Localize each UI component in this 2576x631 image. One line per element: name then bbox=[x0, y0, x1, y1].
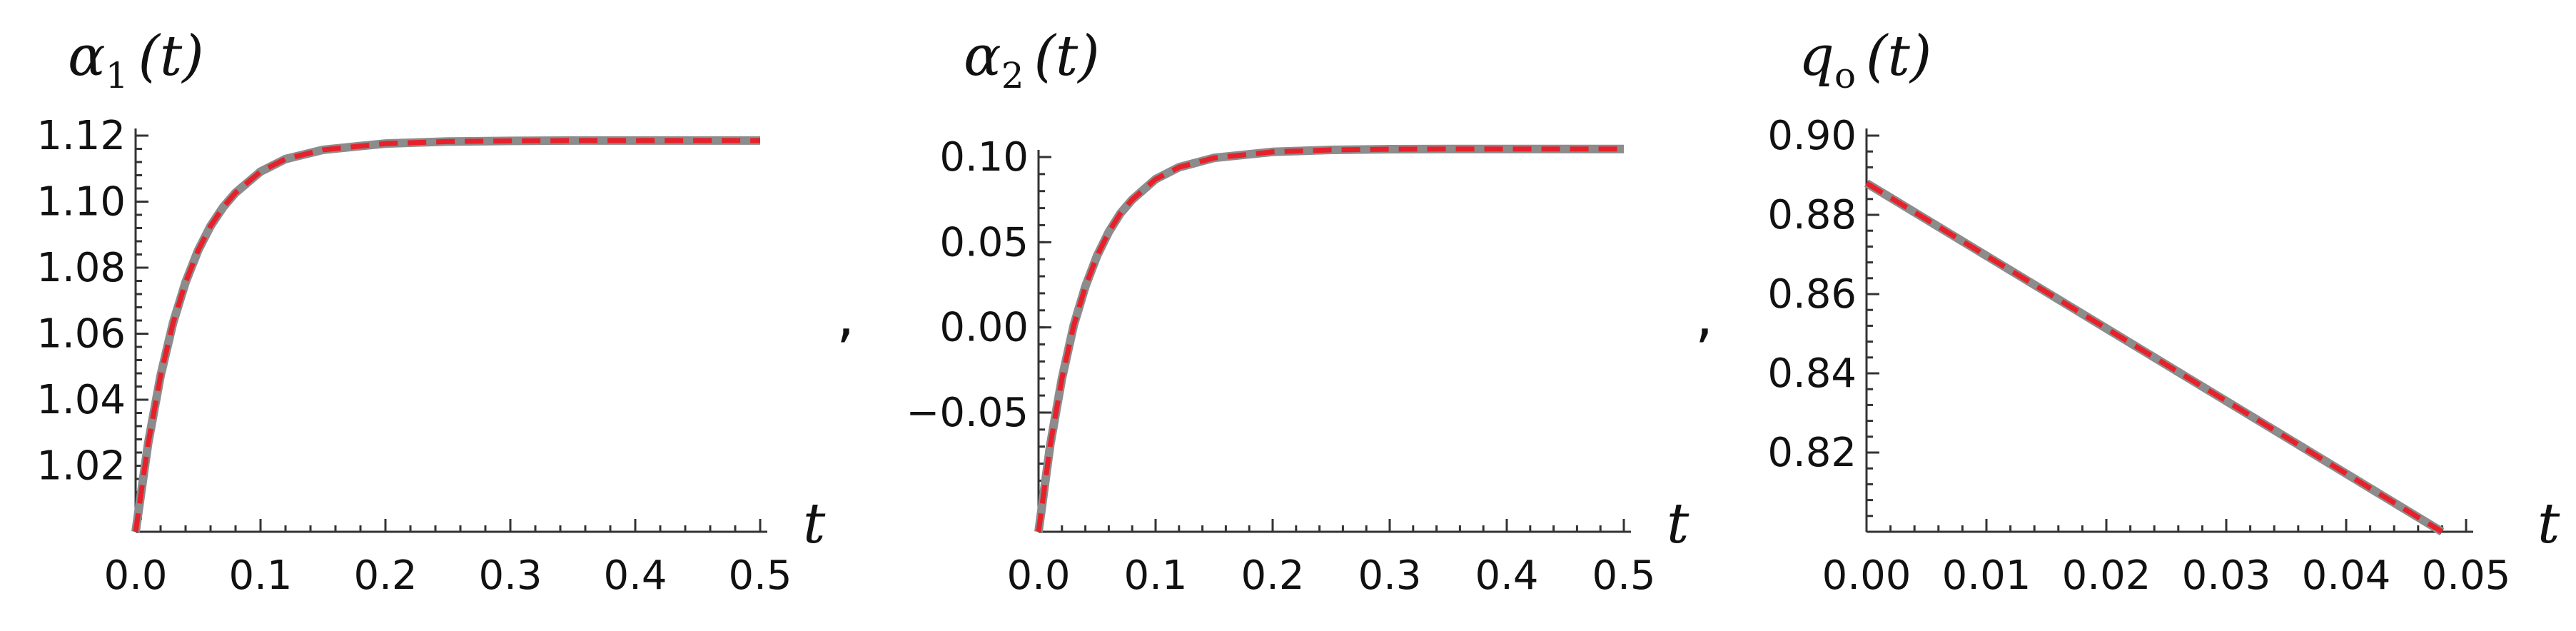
x-tick-label: 0.4 bbox=[1475, 552, 1538, 599]
x-tick-label: 0.0 bbox=[103, 552, 167, 599]
y-tick-label: 0.00 bbox=[939, 305, 1029, 351]
x-tick-label: 0.03 bbox=[2182, 552, 2271, 599]
x-tick-label: 0.4 bbox=[603, 552, 667, 599]
y-tick-label: 0.84 bbox=[1767, 350, 1857, 397]
y-axis-label: α2 (t) bbox=[964, 24, 1100, 96]
y-axis-label: qo (t) bbox=[1799, 24, 1931, 96]
x-tick-label: 0.00 bbox=[1822, 552, 1911, 599]
x-tick-label: 0.5 bbox=[728, 552, 792, 599]
x-tick-label: 0.1 bbox=[1123, 552, 1187, 599]
y-tick-label: 0.10 bbox=[939, 134, 1029, 181]
series-solid-gray bbox=[1034, 144, 1624, 532]
y-tick-label: 0.05 bbox=[939, 219, 1029, 266]
series-dashed-red bbox=[1036, 146, 1624, 532]
x-tick-label: 0.2 bbox=[353, 552, 417, 599]
x-tick-label: 0.5 bbox=[1592, 552, 1655, 599]
separator-1: , bbox=[837, 283, 854, 349]
separator-2: , bbox=[1695, 283, 1713, 349]
x-axis-label: t bbox=[1667, 492, 1689, 556]
y-tick-label: 1.08 bbox=[36, 245, 126, 291]
x-tick-label: 0.02 bbox=[2062, 552, 2151, 599]
panel-2: −0.05 0.00 0.05 0.10 0.0 0.1 0.2 0.3 0.4 0.5 α2 (t)… bbox=[906, 24, 1689, 599]
x-tick-label: 0.05 bbox=[2422, 552, 2511, 599]
y-tick-label: 0.82 bbox=[1767, 430, 1857, 476]
x-tick-label: 0.2 bbox=[1241, 552, 1304, 599]
x-tick-label: 0.3 bbox=[478, 552, 542, 599]
series-dashed-red bbox=[133, 138, 760, 532]
x-tick-label: 0.0 bbox=[1006, 552, 1070, 599]
x-axis-label: t bbox=[803, 492, 826, 556]
y-tick-label: 1.12 bbox=[36, 113, 126, 159]
y-tick-label: 0.86 bbox=[1767, 271, 1857, 318]
x-tick-label: 0.1 bbox=[228, 552, 292, 599]
x-axis-label: t bbox=[2537, 492, 2560, 556]
panel-3: 0.82 0.84 0.86 0.88 0.90 0.00 0.01 0.02 0.03 0.04… bbox=[1767, 24, 2560, 599]
y-tick-label: 0.88 bbox=[1767, 192, 1857, 238]
y-tick-label: 0.90 bbox=[1767, 113, 1857, 159]
y-axis-label: α1 (t) bbox=[68, 24, 204, 96]
panel-1: 1.02 1.04 1.06 1.08 1.10 1.12 0.0 0.1 0.2 0.3 0.4 0… bbox=[36, 24, 826, 599]
y-tick-label: 1.04 bbox=[36, 377, 126, 423]
y-tick-label: −0.05 bbox=[906, 390, 1029, 436]
x-tick-label: 0.3 bbox=[1358, 552, 1421, 599]
y-tick-label: 1.10 bbox=[36, 179, 126, 226]
x-tick-label: 0.04 bbox=[2302, 552, 2391, 599]
y-tick-label: 1.06 bbox=[36, 311, 126, 358]
x-tick-label: 0.01 bbox=[1942, 552, 2031, 599]
series-dashed-red bbox=[1865, 181, 2444, 534]
y-tick-label: 1.02 bbox=[36, 443, 126, 490]
